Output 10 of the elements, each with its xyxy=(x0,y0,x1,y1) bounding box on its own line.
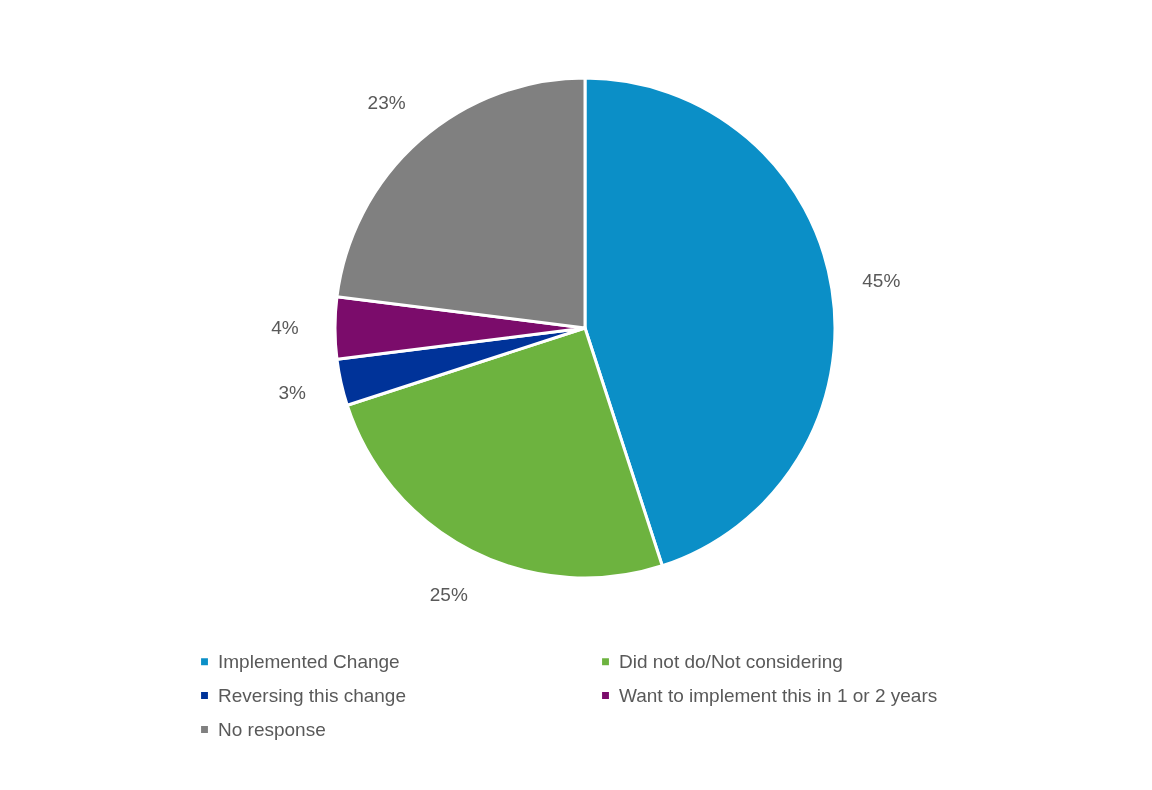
legend-label: Reversing this change xyxy=(218,684,406,706)
legend-label: No response xyxy=(218,718,326,740)
legend-label: Implemented Change xyxy=(218,650,400,672)
data-label: 25% xyxy=(429,584,468,606)
data-label: 45% xyxy=(862,270,901,292)
legend-label: Want to implement this in 1 or 2 years xyxy=(619,684,938,706)
legend-label: Did not do/Not considering xyxy=(619,650,843,672)
data-label: 3% xyxy=(278,382,307,404)
data-label: 4% xyxy=(271,317,299,338)
data-label: 23% xyxy=(367,91,406,113)
